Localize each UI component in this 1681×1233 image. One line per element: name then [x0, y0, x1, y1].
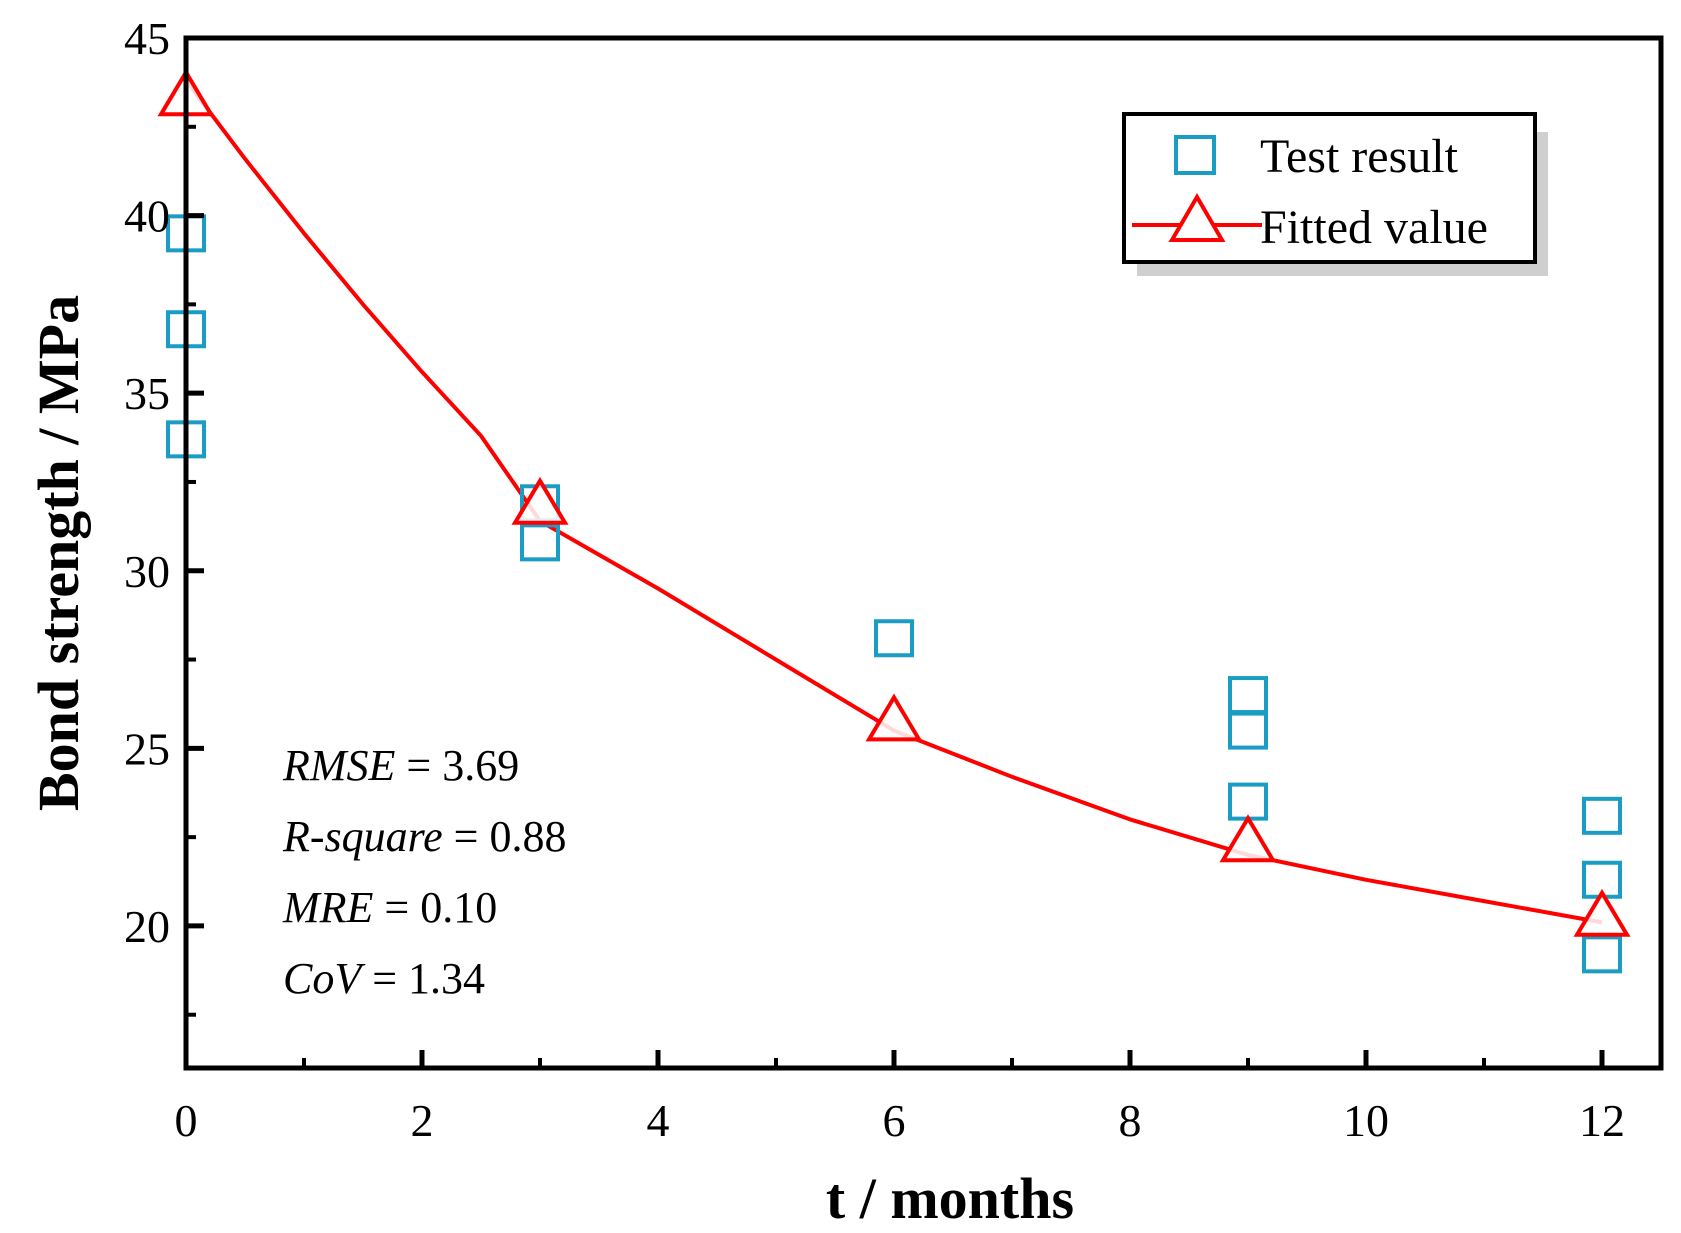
x-tick-label: 4	[647, 1095, 670, 1146]
test-result-point	[1228, 711, 1268, 750]
test-result-point	[874, 619, 914, 658]
data-marks-layer	[157, 68, 1631, 974]
test-result-point	[1228, 782, 1268, 821]
legend: Test result Fitted value	[1122, 112, 1548, 276]
axis-ticks-layer: 0 2 4 6 8 10 12 20 25 30 35 40 45	[124, 13, 1625, 1146]
annotation-r-square: R-square = 0.88	[282, 812, 567, 861]
y-tick-label: 20	[124, 901, 170, 952]
legend-triangle-marker	[1168, 193, 1226, 242]
annotation-rmse-value: = 3.69	[395, 741, 519, 790]
y-tick-label: 35	[124, 368, 170, 419]
annotation-mre-label: MRE	[282, 883, 374, 932]
y-tick-label: 40	[124, 191, 170, 242]
annotation-cov: CoV = 1.34	[283, 954, 485, 1003]
x-axis-title: t / months	[826, 1166, 1074, 1231]
annotation-rmse: RMSE = 3.69	[282, 741, 519, 790]
legend-label-fitted-value: Fitted value	[1260, 201, 1488, 254]
x-tick-label: 0	[175, 1095, 198, 1146]
fitted-value-point	[511, 476, 569, 525]
annotation-mre-value: = 0.10	[373, 883, 497, 932]
plot-frame	[183, 35, 1664, 1071]
test-result-point	[1582, 796, 1622, 835]
legend-square-marker	[1174, 135, 1216, 175]
annotation-cov-value: = 1.34	[361, 954, 485, 1003]
y-axis-title: Bond strength / MPa	[26, 295, 91, 811]
fitted-value-point	[1219, 814, 1277, 863]
annotation-rmse-label: RMSE	[282, 741, 396, 790]
x-tick-label: 10	[1343, 1095, 1389, 1146]
test-result-point	[520, 523, 560, 562]
annotation-r-square-label: R-square	[282, 812, 443, 861]
x-tick-label: 12	[1579, 1095, 1625, 1146]
fitted-value-line-layer	[184, 79, 1603, 925]
annotation-cov-label: CoV	[283, 954, 366, 1003]
y-tick-label: 45	[124, 13, 170, 64]
y-tick-label: 30	[124, 546, 170, 597]
annotation-r-square-value: = 0.88	[443, 812, 567, 861]
x-tick-label: 6	[883, 1095, 906, 1146]
fitted-value-point	[865, 693, 923, 742]
y-tick-label: 25	[124, 723, 170, 774]
test-result-point	[1582, 935, 1622, 974]
x-tick-label: 2	[411, 1095, 434, 1146]
annotation-mre: MRE = 0.10	[282, 883, 497, 932]
fitted-value-line	[184, 79, 1603, 925]
statistics-annotations: RMSE = 3.69 R-square = 0.88 MRE = 0.10 C…	[282, 741, 567, 1003]
x-tick-label: 8	[1119, 1095, 1142, 1146]
fitted-value-point	[1573, 888, 1631, 937]
test-result-point	[1228, 676, 1268, 715]
legend-label-test-result: Test result	[1260, 130, 1459, 183]
